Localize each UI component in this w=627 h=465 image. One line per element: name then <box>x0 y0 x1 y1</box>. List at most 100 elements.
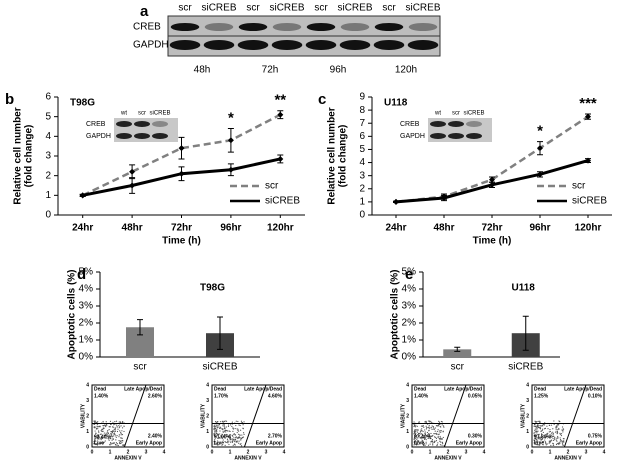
flow-dot <box>433 436 436 438</box>
flow-dot <box>421 438 423 440</box>
flow-dot <box>428 424 430 426</box>
flow-dot <box>437 435 439 437</box>
flow-dot <box>221 444 223 446</box>
flow-x-tick: 3 <box>265 449 268 455</box>
flow-dot <box>236 441 238 443</box>
marker <box>227 166 234 173</box>
flow-dot <box>415 429 417 431</box>
time-label: 72h <box>262 65 279 76</box>
flow-dot <box>435 436 437 438</box>
flow-dot <box>214 420 217 423</box>
lane-label: scr <box>178 3 192 14</box>
flow-late-pct: 0.05% <box>468 393 483 399</box>
flow-dot <box>111 433 113 435</box>
flow-dot <box>102 430 104 432</box>
flow-dot <box>118 425 120 427</box>
flow-dot <box>218 442 220 444</box>
marker <box>178 145 185 152</box>
flow-dot <box>237 433 240 435</box>
flow-dot <box>234 437 237 439</box>
chart-title: U118 <box>384 98 408 109</box>
inset-band <box>134 133 150 139</box>
flow-dot <box>555 429 557 431</box>
flow-dot <box>439 438 441 440</box>
inset-band <box>430 121 446 127</box>
flow-y-tick: 3 <box>86 398 89 404</box>
x-tick-label: 24hr <box>72 223 93 234</box>
flow-dot <box>214 436 216 438</box>
flow-dot <box>429 443 431 445</box>
flow-dot <box>214 439 216 441</box>
flow-dot <box>428 426 430 428</box>
flow-dot <box>442 425 445 427</box>
flow-dot <box>95 428 97 430</box>
flow-live: Live <box>414 440 424 446</box>
flow-dot <box>431 428 433 430</box>
flow-dot <box>437 429 439 431</box>
flow-dot <box>416 438 418 440</box>
flow-dead: Dead <box>214 386 226 392</box>
y-tick-label: 7 <box>359 118 365 129</box>
blot-band <box>408 23 438 31</box>
y-tick-label: 3% <box>402 301 417 312</box>
flow-dot <box>114 444 117 446</box>
flow-dot <box>225 420 228 422</box>
y-tick-label: 3 <box>359 170 365 181</box>
flow-dot <box>241 437 243 439</box>
flow-x-tick: 2 <box>127 449 130 455</box>
flow-dot <box>430 420 432 422</box>
blot-band <box>305 40 337 50</box>
flow-dot <box>429 435 431 437</box>
flow-x-tick: 0 <box>211 449 214 455</box>
flow-dot <box>108 429 110 431</box>
flow-dot <box>549 429 551 431</box>
flow-dot <box>534 423 536 426</box>
flow-dot <box>428 427 430 429</box>
flow-dot <box>119 440 121 442</box>
flow-dot <box>100 438 102 440</box>
flow-dot <box>413 425 415 428</box>
flow-dot <box>437 433 439 436</box>
flow-dot <box>562 429 564 432</box>
flow-dot <box>536 431 538 433</box>
marker <box>129 182 136 189</box>
flow-dot <box>236 431 238 434</box>
flow-dot <box>223 425 225 427</box>
flow-y-label: VIABILITY <box>200 403 206 428</box>
flow-dot <box>233 433 235 435</box>
marker <box>277 111 284 118</box>
flow-dot <box>554 439 556 441</box>
flow-dot <box>414 440 417 442</box>
flow-dot <box>213 433 215 435</box>
flow-dot <box>548 436 550 439</box>
flow-x-label: ANNEXIN V <box>114 455 142 461</box>
flow-dot <box>232 430 234 433</box>
flow-dot <box>108 426 110 428</box>
flow-dot <box>114 421 116 423</box>
flow-dot <box>218 444 220 446</box>
flow-dot <box>100 433 102 435</box>
flow-dot <box>549 434 551 436</box>
flow-dot <box>440 441 442 443</box>
y-tick-label: 8 <box>359 105 365 116</box>
flow-dot <box>232 438 235 441</box>
flow-y-tick: 2 <box>206 413 209 419</box>
flow-dot <box>441 424 443 426</box>
flow-x-tick: 0 <box>411 449 414 455</box>
flow-dot <box>546 436 548 438</box>
flow-dot <box>414 431 417 433</box>
flow-y-tick: 4 <box>526 382 529 388</box>
flow-dot <box>107 432 109 434</box>
flow-dot <box>234 434 237 436</box>
flow-dot <box>100 439 102 441</box>
flow-dot <box>231 434 233 436</box>
flow-dot <box>238 424 240 426</box>
flow-dot <box>237 420 239 423</box>
flow-dot <box>235 436 237 438</box>
flow-dot <box>114 430 116 432</box>
flow-dot <box>102 420 104 423</box>
flow-live: Live <box>214 440 224 446</box>
flow-dot <box>106 431 109 433</box>
flow-dot <box>545 442 547 445</box>
flow-dot <box>434 440 436 442</box>
